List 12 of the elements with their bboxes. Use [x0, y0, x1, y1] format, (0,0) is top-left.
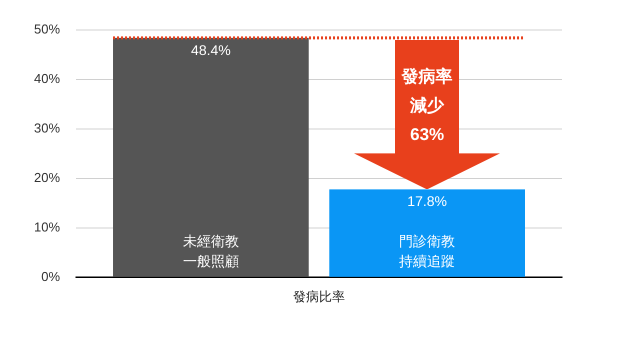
- series-label: 門診衛教持續追蹤: [399, 232, 456, 269]
- y-tick-label: 30%: [34, 120, 60, 136]
- y-tick-label: 0%: [41, 268, 60, 284]
- series-label: 未經衛教一般照顧: [182, 232, 239, 269]
- data-label: 17.8%: [407, 193, 447, 210]
- y-tick-label: 10%: [34, 220, 60, 234]
- annotation: 發病率減少63%: [400, 66, 454, 146]
- y-tick-label: 50%: [34, 22, 60, 37]
- x-tick-label: 發病比率: [293, 288, 346, 304]
- y-tick-label: 20%: [34, 170, 60, 186]
- y-tick-label: 40%: [34, 71, 60, 86]
- data-label: 48.4%: [191, 42, 231, 58]
